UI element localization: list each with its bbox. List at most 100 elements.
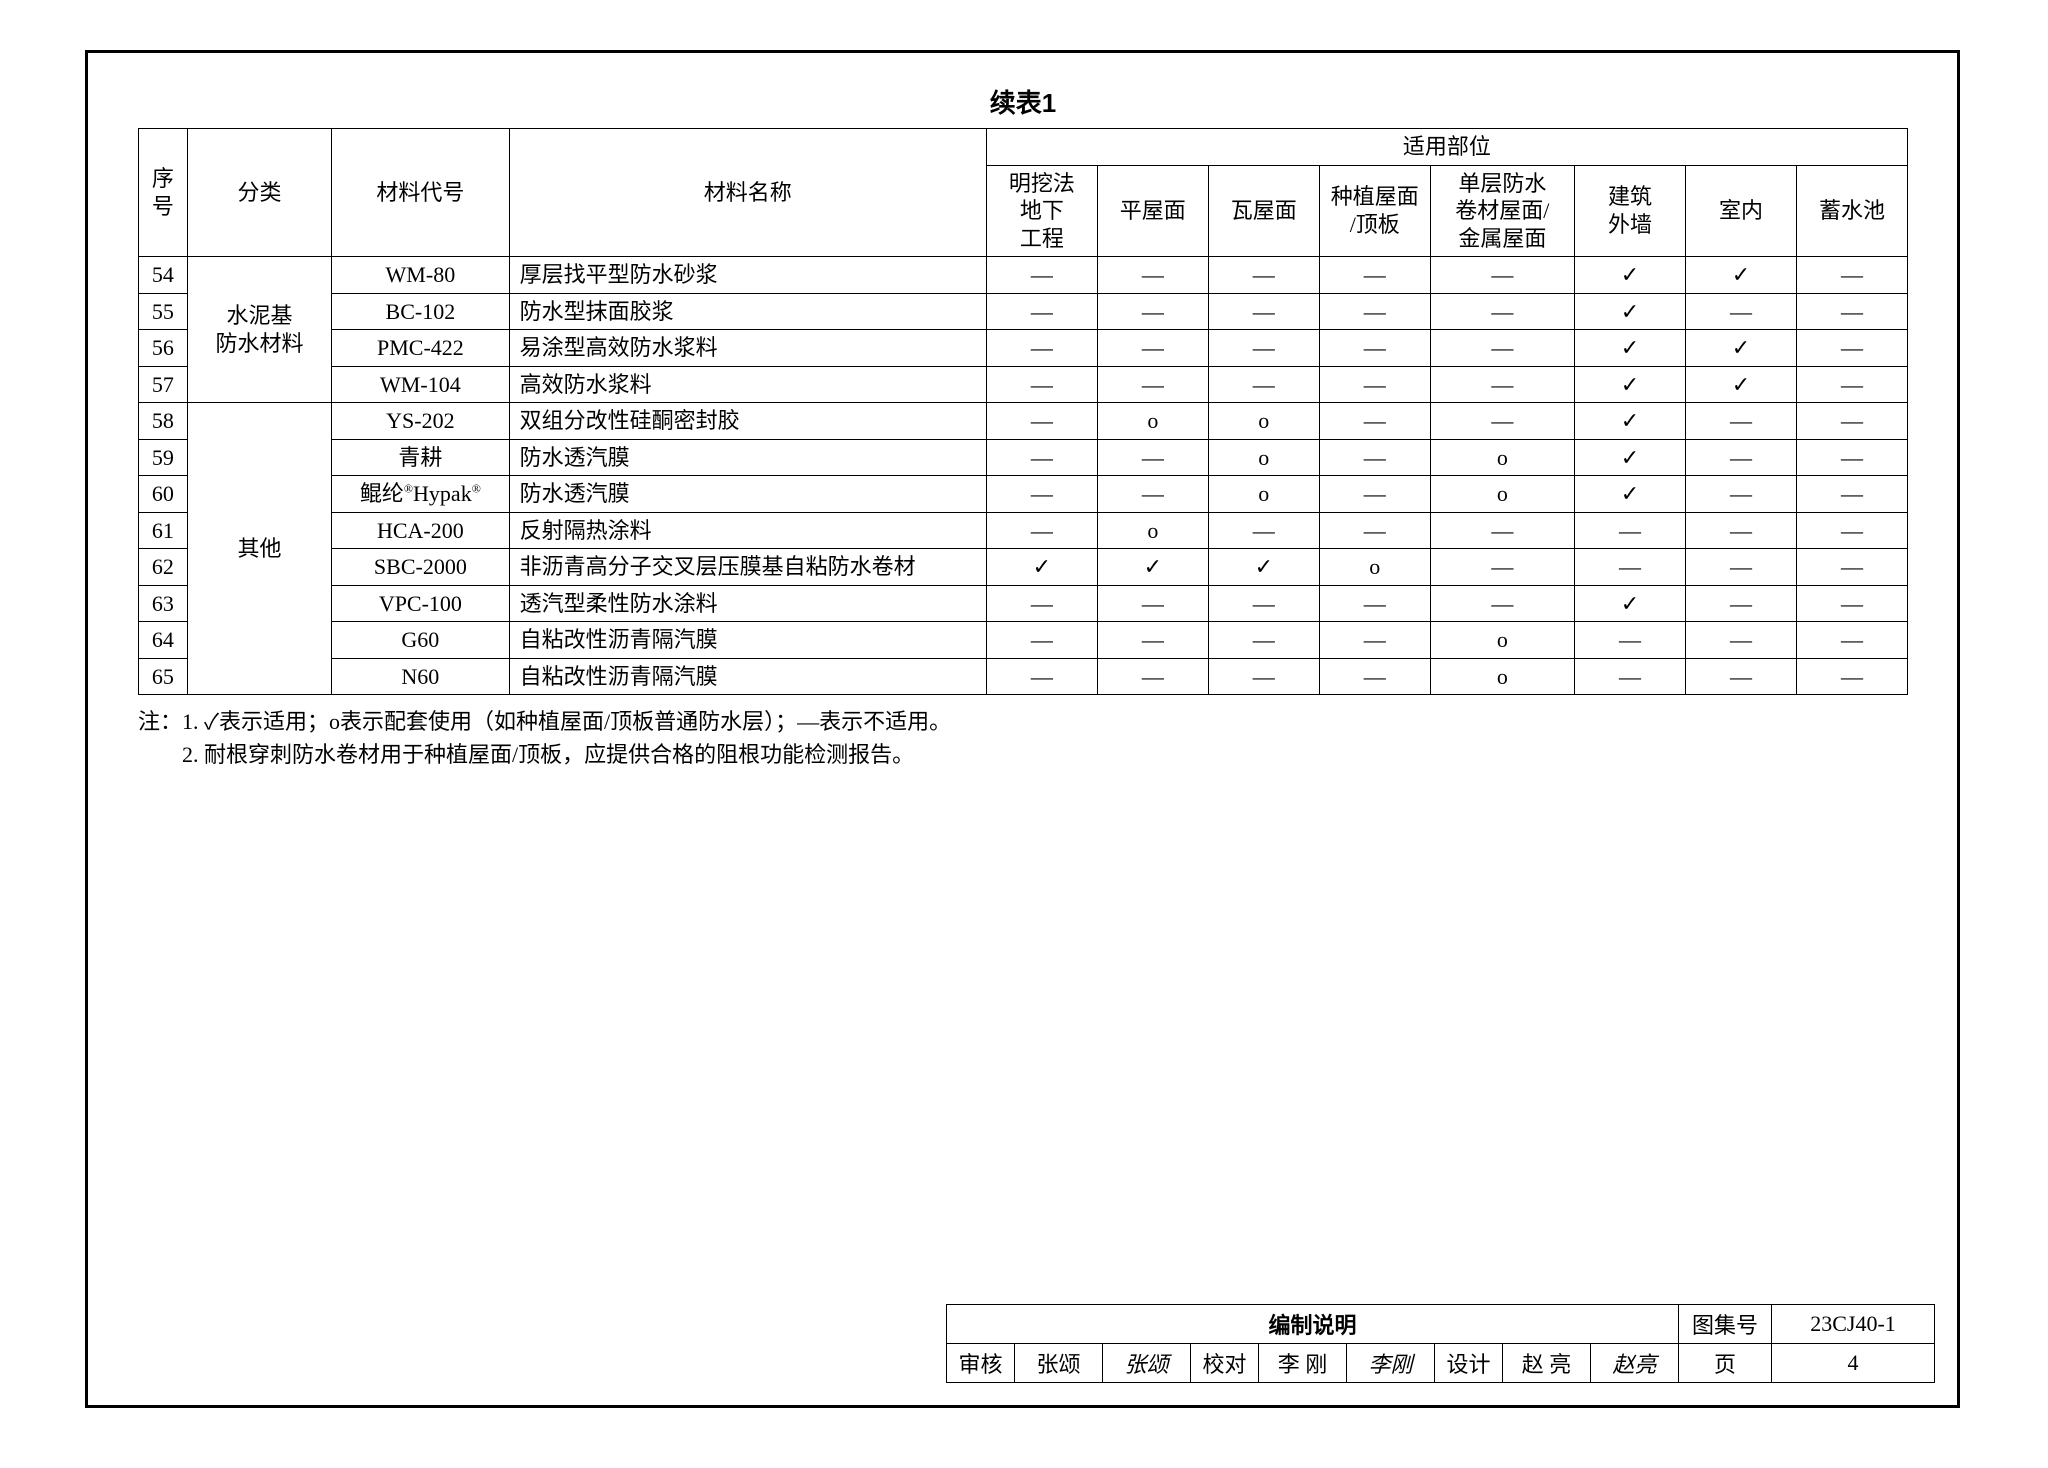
cell-app-7: —	[1796, 293, 1907, 330]
notes: 注： 1. ✓表示适用；o表示配套使用（如种植屋面/顶板普通防水层）；—表示不适…	[138, 705, 1908, 771]
th-app-6: 室内	[1685, 165, 1796, 257]
cell-app-5: ✓	[1575, 330, 1686, 367]
cell-app-3: —	[1319, 585, 1430, 622]
cell-app-2: —	[1208, 257, 1319, 294]
cell-app-2: o	[1208, 403, 1319, 440]
table-row: 60鲲纶®Hypak®防水透汽膜——o—o✓——	[139, 476, 1908, 513]
cell-name: 自粘改性沥青隔汽膜	[509, 622, 986, 659]
tb-page-label: 页	[1679, 1344, 1772, 1383]
cell-app-3: —	[1319, 403, 1430, 440]
cell-app-5: —	[1575, 549, 1686, 586]
cell-name: 易涂型高效防水浆料	[509, 330, 986, 367]
cell-app-4: —	[1430, 257, 1574, 294]
cell-code: WM-80	[332, 257, 510, 294]
th-app-3: 种植屋面/顶板	[1319, 165, 1430, 257]
table-title: 续表1	[138, 83, 1908, 120]
cell-app-5: ✓	[1575, 585, 1686, 622]
cell-app-6: —	[1685, 476, 1796, 513]
cell-app-1: —	[1097, 585, 1208, 622]
th-app-5: 建筑外墙	[1575, 165, 1686, 257]
cell-seq: 57	[139, 366, 188, 403]
cell-name: 防水型抹面胶浆	[509, 293, 986, 330]
cell-app-7: —	[1796, 366, 1907, 403]
tb-check-sig: 李刚	[1347, 1344, 1435, 1383]
cell-app-1: —	[1097, 439, 1208, 476]
cell-app-2: —	[1208, 585, 1319, 622]
table-row: 65N60自粘改性沥青隔汽膜————o———	[139, 658, 1908, 695]
table-row: 64G60自粘改性沥青隔汽膜————o———	[139, 622, 1908, 659]
cell-app-6: —	[1685, 439, 1796, 476]
cell-seq: 65	[139, 658, 188, 695]
cell-name: 反射隔热涂料	[509, 512, 986, 549]
cell-app-0: —	[986, 658, 1097, 695]
cell-app-4: o	[1430, 622, 1574, 659]
cell-code: N60	[332, 658, 510, 695]
cell-name: 防水透汽膜	[509, 439, 986, 476]
tb-review-lbl: 审核	[947, 1344, 1015, 1383]
cell-app-5: ✓	[1575, 366, 1686, 403]
cell-category: 其他	[187, 403, 331, 695]
cell-app-5: —	[1575, 622, 1686, 659]
cell-app-5: ✓	[1575, 257, 1686, 294]
cell-app-2: ✓	[1208, 549, 1319, 586]
cell-app-4: o	[1430, 476, 1574, 513]
cell-app-0: —	[986, 293, 1097, 330]
cell-app-6: —	[1685, 293, 1796, 330]
cell-app-5: ✓	[1575, 439, 1686, 476]
cell-app-1: —	[1097, 622, 1208, 659]
cell-app-3: —	[1319, 439, 1430, 476]
th-app-4: 单层防水卷材屋面/金属屋面	[1430, 165, 1574, 257]
cell-code: 青耕	[332, 439, 510, 476]
cell-app-2: —	[1208, 622, 1319, 659]
cell-name: 厚层找平型防水砂浆	[509, 257, 986, 294]
cell-app-3: —	[1319, 512, 1430, 549]
cell-app-1: —	[1097, 476, 1208, 513]
table-row: 54水泥基防水材料WM-80厚层找平型防水砂浆—————✓✓—	[139, 257, 1908, 294]
cell-app-5: —	[1575, 658, 1686, 695]
cell-app-2: —	[1208, 512, 1319, 549]
cell-app-0: —	[986, 622, 1097, 659]
cell-app-7: —	[1796, 257, 1907, 294]
cell-app-6: —	[1685, 585, 1796, 622]
cell-app-6: —	[1685, 658, 1796, 695]
cell-code: YS-202	[332, 403, 510, 440]
cell-app-4: o	[1430, 658, 1574, 695]
cell-app-2: o	[1208, 439, 1319, 476]
cell-code: VPC-100	[332, 585, 510, 622]
tb-page-no: 4	[1772, 1344, 1935, 1383]
cell-app-3: —	[1319, 366, 1430, 403]
cell-app-5: ✓	[1575, 476, 1686, 513]
table-row: 63VPC-100透汽型柔性防水涂料—————✓——	[139, 585, 1908, 622]
cell-app-4: —	[1430, 403, 1574, 440]
cell-app-0: —	[986, 257, 1097, 294]
th-app-7: 蓄水池	[1796, 165, 1907, 257]
content-area: 续表1 序号 分类 材料代号 材料名称 适用部位 明挖法地下工程平屋面瓦屋面种植…	[138, 83, 1908, 771]
table-row: 62SBC-2000非沥青高分子交叉层压膜基自粘防水卷材✓✓✓o————	[139, 549, 1908, 586]
cell-app-2: —	[1208, 293, 1319, 330]
cell-app-1: —	[1097, 658, 1208, 695]
cell-app-6: —	[1685, 512, 1796, 549]
cell-app-1: —	[1097, 293, 1208, 330]
cell-code: BC-102	[332, 293, 510, 330]
tb-design-name: 赵 亮	[1503, 1344, 1591, 1383]
th-category: 分类	[187, 129, 331, 257]
tb-review-sig: 张颂	[1103, 1344, 1191, 1383]
cell-category: 水泥基防水材料	[187, 257, 331, 403]
th-name: 材料名称	[509, 129, 986, 257]
cell-app-6: —	[1685, 622, 1796, 659]
cell-app-6: —	[1685, 403, 1796, 440]
table-row: 56PMC-422易涂型高效防水浆料—————✓✓—	[139, 330, 1908, 367]
cell-app-0: —	[986, 476, 1097, 513]
table-row: 57WM-104高效防水浆料—————✓✓—	[139, 366, 1908, 403]
cell-app-7: —	[1796, 549, 1907, 586]
cell-app-3: —	[1319, 476, 1430, 513]
cell-app-1: —	[1097, 257, 1208, 294]
cell-app-2: —	[1208, 330, 1319, 367]
th-seq: 序号	[139, 129, 188, 257]
tb-design-sig: 赵亮	[1591, 1344, 1679, 1383]
cell-app-7: —	[1796, 330, 1907, 367]
cell-app-1: —	[1097, 366, 1208, 403]
cell-name: 非沥青高分子交叉层压膜基自粘防水卷材	[509, 549, 986, 586]
table-row: 58其他YS-202双组分改性硅酮密封胶—oo——✓——	[139, 403, 1908, 440]
cell-app-3: —	[1319, 622, 1430, 659]
